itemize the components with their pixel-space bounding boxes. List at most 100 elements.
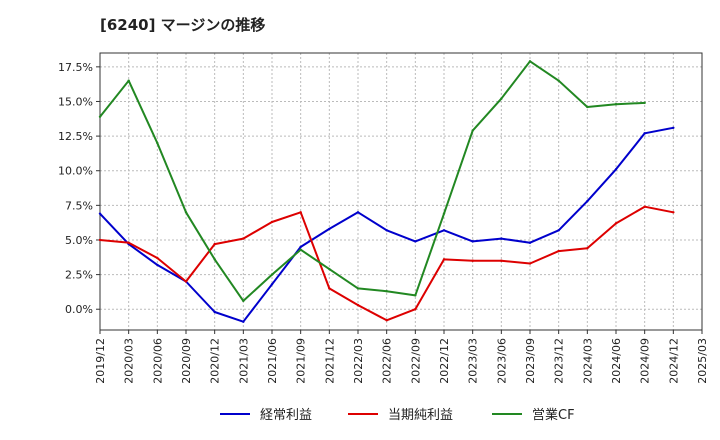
series-3-point — [356, 287, 360, 290]
x-tick-label: 2024/12 — [667, 338, 680, 384]
legend-label-2: 当期純利益 — [388, 408, 453, 423]
series-1-point — [557, 229, 560, 232]
series-1-point — [299, 245, 302, 249]
series-1-point — [385, 229, 388, 232]
series-line-2 — [99, 205, 674, 322]
series-1-point — [213, 310, 216, 314]
series-3-point — [242, 299, 245, 303]
series-3-point — [414, 294, 417, 297]
series-2-point — [242, 237, 245, 240]
series-2-point — [586, 247, 589, 250]
series-2-point — [442, 258, 446, 261]
series-2-point — [356, 303, 360, 307]
legend-label-1: 経常利益 — [260, 408, 312, 423]
series-2-point — [328, 287, 331, 290]
series-3-point — [586, 105, 589, 109]
y-tick-label: 0.0% — [65, 303, 93, 316]
series-2-point — [672, 211, 675, 214]
series-1-point — [471, 240, 474, 243]
series-line-3 — [99, 60, 645, 302]
series-2-point — [500, 259, 503, 262]
series-2-point — [643, 205, 646, 208]
series-3-point — [184, 211, 188, 214]
series-2-point — [557, 249, 560, 253]
x-tick-label: 2024/06 — [610, 338, 623, 384]
x-tick-label: 2019/12 — [94, 338, 107, 384]
series-1-point — [614, 168, 618, 171]
series-1-point — [270, 283, 274, 286]
y-tick-label: 12.5% — [58, 130, 93, 143]
series-2-point — [270, 220, 274, 224]
x-tick-label: 2022/12 — [438, 338, 451, 384]
series-2-point — [156, 256, 159, 260]
series-1-point — [500, 237, 503, 240]
x-tick-label: 2022/09 — [409, 338, 422, 384]
y-tick-label: 15.0% — [58, 95, 93, 108]
series-3-point — [127, 79, 130, 82]
series-3-point — [471, 129, 474, 132]
x-tick-label: 2020/09 — [180, 338, 193, 384]
series-1-point — [586, 199, 589, 203]
series-2-point — [614, 222, 618, 225]
x-tick-label: 2023/09 — [524, 338, 537, 384]
x-tick-label: 2022/06 — [381, 338, 394, 384]
plot-frame — [99, 52, 703, 331]
series-line-1 — [99, 126, 674, 323]
series-1-point — [528, 241, 532, 244]
x-tick-label: 2023/03 — [467, 338, 480, 384]
series-1-point — [98, 212, 102, 215]
y-tick-label: 2.5% — [65, 269, 93, 282]
x-tick-label: 2021/06 — [266, 338, 279, 384]
y-tick-label: 10.0% — [58, 165, 93, 178]
series-3-point — [528, 60, 532, 63]
x-tick-label: 2020/03 — [123, 338, 136, 384]
series-3-point — [156, 141, 159, 145]
series-2-point — [98, 238, 102, 242]
x-tick-label: 2024/09 — [639, 338, 652, 384]
series-2-point — [184, 280, 188, 283]
series-2-point — [385, 319, 388, 322]
y-tick-label: 17.5% — [58, 61, 93, 74]
series-1-point — [414, 240, 417, 243]
y-tick-label: 7.5% — [65, 199, 93, 212]
series-3-point — [614, 103, 618, 106]
series-2-point — [127, 241, 130, 244]
series-3-point — [328, 267, 331, 271]
x-tick-label: 2022/03 — [352, 338, 365, 384]
series-2-point — [528, 262, 532, 265]
x-tick-label: 2021/03 — [237, 338, 250, 384]
series-1-point — [242, 320, 245, 323]
series-3-point — [500, 97, 503, 100]
series-1-point — [643, 132, 646, 135]
x-tick-label: 2023/06 — [495, 338, 508, 384]
series-2-point — [471, 259, 474, 262]
series-3-point — [98, 115, 102, 118]
series-2-point — [213, 242, 216, 246]
series-3-point — [299, 248, 302, 251]
x-tick-label: 2021/09 — [295, 338, 308, 384]
x-tick-label: 2021/12 — [323, 338, 336, 384]
series-1-point — [356, 211, 360, 214]
y-tick-label: 5.0% — [65, 234, 93, 247]
x-tick-label: 2020/06 — [151, 338, 164, 384]
series-1-point — [328, 227, 331, 231]
legend-label-3: 営業CF — [532, 407, 575, 423]
series-3-point — [385, 290, 388, 293]
series-3-point — [442, 212, 446, 215]
x-tick-label: 2024/03 — [581, 338, 594, 384]
series-3-point — [643, 101, 646, 105]
series-2-point — [299, 211, 302, 214]
series-2-point — [414, 308, 417, 311]
series-1-point — [442, 229, 446, 232]
series-3-point — [213, 258, 216, 261]
x-tick-label: 2025/03 — [696, 338, 709, 384]
series-3-point — [270, 273, 274, 276]
x-tick-label: 2023/12 — [553, 338, 566, 384]
x-tick-label: 2020/12 — [209, 338, 222, 384]
series-1-point — [156, 263, 159, 267]
chart-title: [6240] マージンの推移 — [100, 16, 266, 34]
series-3-point — [557, 79, 560, 82]
series-1-point — [672, 126, 675, 129]
